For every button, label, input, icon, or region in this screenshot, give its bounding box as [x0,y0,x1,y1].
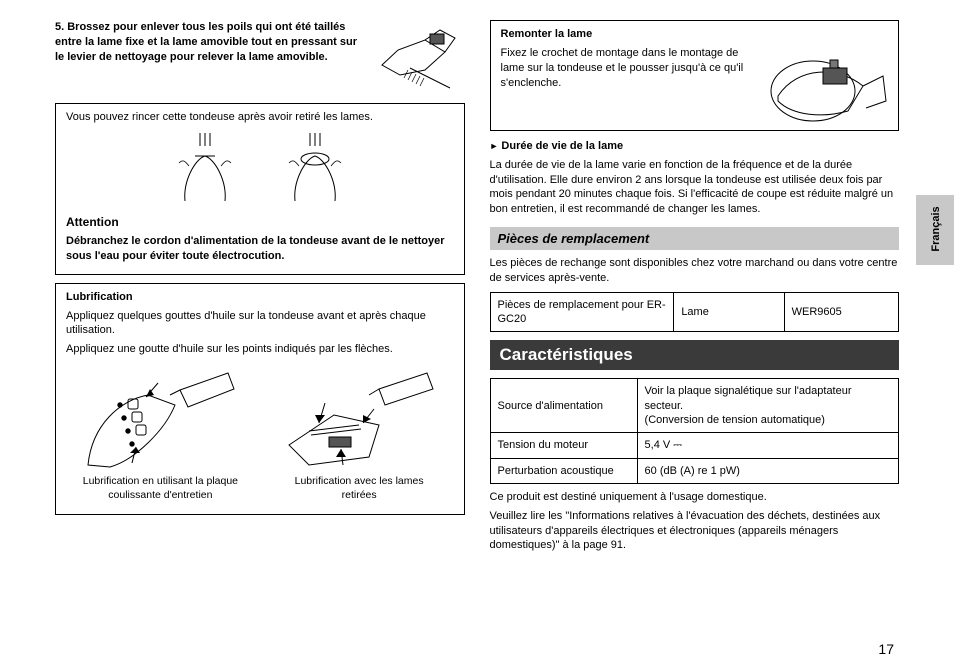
spec-label: Perturbation acoustique [490,458,637,483]
language-label: Français [930,199,942,259]
step-5-text: 5. Brossez pour enlever tous les poils q… [55,20,362,95]
step-5-block: 5. Brossez pour enlever tous les poils q… [55,20,465,95]
parts-cell-ref: WER9605 [784,292,898,332]
language-tab: Français [916,195,954,265]
lubrication-title: Lubrification [66,290,454,305]
lub-fig-1-col: Lubrification en utilisant la plaque cou… [80,365,240,502]
page-number: 17 [878,641,894,657]
lub-caption-2: Lubrification avec les lames retirées [284,475,434,502]
table-row: Perturbation acoustique 60 (dB (A) re 1 … [490,458,899,483]
spec-label: Source d'alimentation [490,379,637,433]
table-row: Tension du moteur 5,4 V ⎓ [490,433,899,458]
spec-value: 60 (dB (A) re 1 pW) [637,458,898,483]
remount-title: Remonter la lame [501,27,889,42]
remount-box: Remonter la lame Fixez le crochet de mon… [490,20,900,131]
parts-cell-name: Lame [674,292,784,332]
blade-life-text: La durée de vie de la lame varie en fonc… [490,158,900,217]
attention-label: Attention [66,214,454,230]
table-row: Pièces de remplacement pour ER-GC20 Lame… [490,292,899,332]
rinse-box: Vous pouvez rincer cette tondeuse après … [55,103,465,275]
spec-value: 5,4 V ⎓ [637,433,898,458]
rinse-fig-2 [275,131,355,206]
parts-table: Pièces de remplacement pour ER-GC20 Lame… [490,292,900,333]
lubrication-figures: Lubrification en utilisant la plaque cou… [66,365,454,502]
specs-table: Source d'alimentation Voir la plaque sig… [490,378,900,483]
lubrication-p2: Appliquez une goutte d'huile sur les poi… [66,342,454,357]
note-1: Ce produit est destiné uniquement à l'us… [490,490,900,505]
lub-fig-2 [279,365,439,475]
lub-caption-1: Lubrification en utilisant la plaque cou… [80,475,240,502]
lubrication-box: Lubrification Appliquez quelques gouttes… [55,283,465,516]
remount-illustration [768,46,888,124]
parts-cell-model: Pièces de remplacement pour ER-GC20 [490,292,674,332]
parts-intro: Les pièces de rechange sont disponibles … [490,256,900,286]
lubrication-p1: Appliquez quelques gouttes d'huile sur l… [66,309,454,339]
two-column-layout: 5. Brossez pour enlever tous les poils q… [55,20,899,557]
remount-text: Fixez le crochet de montage dans le mont… [501,46,761,91]
left-column: 5. Brossez pour enlever tous les poils q… [55,20,465,557]
replacement-parts-head: Pièces de remplacement [490,227,900,250]
spec-label: Tension du moteur [490,433,637,458]
blade-life-title: Durée de vie de la lame [490,139,900,154]
rinse-figures [66,131,454,206]
table-row: Source d'alimentation Voir la plaque sig… [490,379,899,433]
brush-blade-illustration [370,20,465,95]
lub-fig-2-col: Lubrification avec les lames retirées [279,365,439,502]
right-column: Remonter la lame Fixez le crochet de mon… [490,20,900,557]
specs-head: Caractéristiques [490,340,900,370]
lub-fig-1 [80,365,240,475]
attention-text: Débranchez le cordon d'alimentation de l… [66,234,454,264]
spec-value: Voir la plaque signalétique sur l'adapta… [637,379,898,433]
note-2: Veuillez lire les "Informations relative… [490,509,900,554]
rinse-fig-1 [165,131,245,206]
rinse-text: Vous pouvez rincer cette tondeuse après … [66,110,454,125]
